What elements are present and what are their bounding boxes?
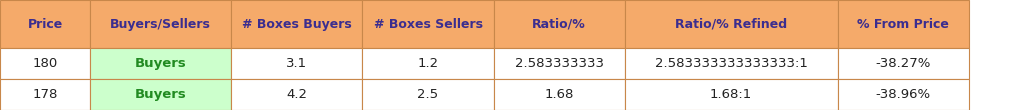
Bar [362, 48, 494, 79]
Bar [838, 79, 969, 110]
Text: 2.583333333: 2.583333333 [515, 57, 603, 70]
Text: Buyers: Buyers [135, 57, 186, 70]
Bar [494, 0, 625, 48]
Bar [90, 0, 231, 48]
Text: Price: Price [28, 18, 62, 31]
Bar [625, 48, 838, 79]
Text: # Boxes Buyers: # Boxes Buyers [242, 18, 352, 31]
Text: Buyers/Sellers: Buyers/Sellers [111, 18, 211, 31]
Bar [494, 79, 625, 110]
Bar [0, 79, 90, 110]
Text: Ratio/% Refined: Ratio/% Refined [675, 18, 787, 31]
Bar [838, 48, 969, 79]
Text: -38.27%: -38.27% [876, 57, 931, 70]
Text: Buyers: Buyers [135, 88, 186, 101]
Bar [494, 48, 625, 79]
Text: 178: 178 [33, 88, 57, 101]
Bar [838, 0, 969, 48]
Bar [90, 48, 231, 79]
Text: 1.68:1: 1.68:1 [710, 88, 753, 101]
Text: 4.2: 4.2 [287, 88, 307, 101]
Bar [0, 48, 90, 79]
Bar [231, 79, 362, 110]
Text: 2.5: 2.5 [418, 88, 438, 101]
Bar [362, 79, 494, 110]
Bar [231, 48, 362, 79]
Text: 3.1: 3.1 [287, 57, 307, 70]
Text: 1.68: 1.68 [545, 88, 573, 101]
Bar [90, 79, 231, 110]
Text: 1.2: 1.2 [418, 57, 438, 70]
Bar [625, 79, 838, 110]
Text: Ratio/%: Ratio/% [532, 18, 586, 31]
Text: -38.96%: -38.96% [876, 88, 931, 101]
Text: % From Price: % From Price [857, 18, 949, 31]
Text: 180: 180 [33, 57, 57, 70]
Bar [362, 0, 494, 48]
Text: # Boxes Sellers: # Boxes Sellers [374, 18, 482, 31]
Bar [0, 0, 90, 48]
Bar [625, 0, 838, 48]
Text: 2.583333333333333:1: 2.583333333333333:1 [654, 57, 808, 70]
Bar [231, 0, 362, 48]
